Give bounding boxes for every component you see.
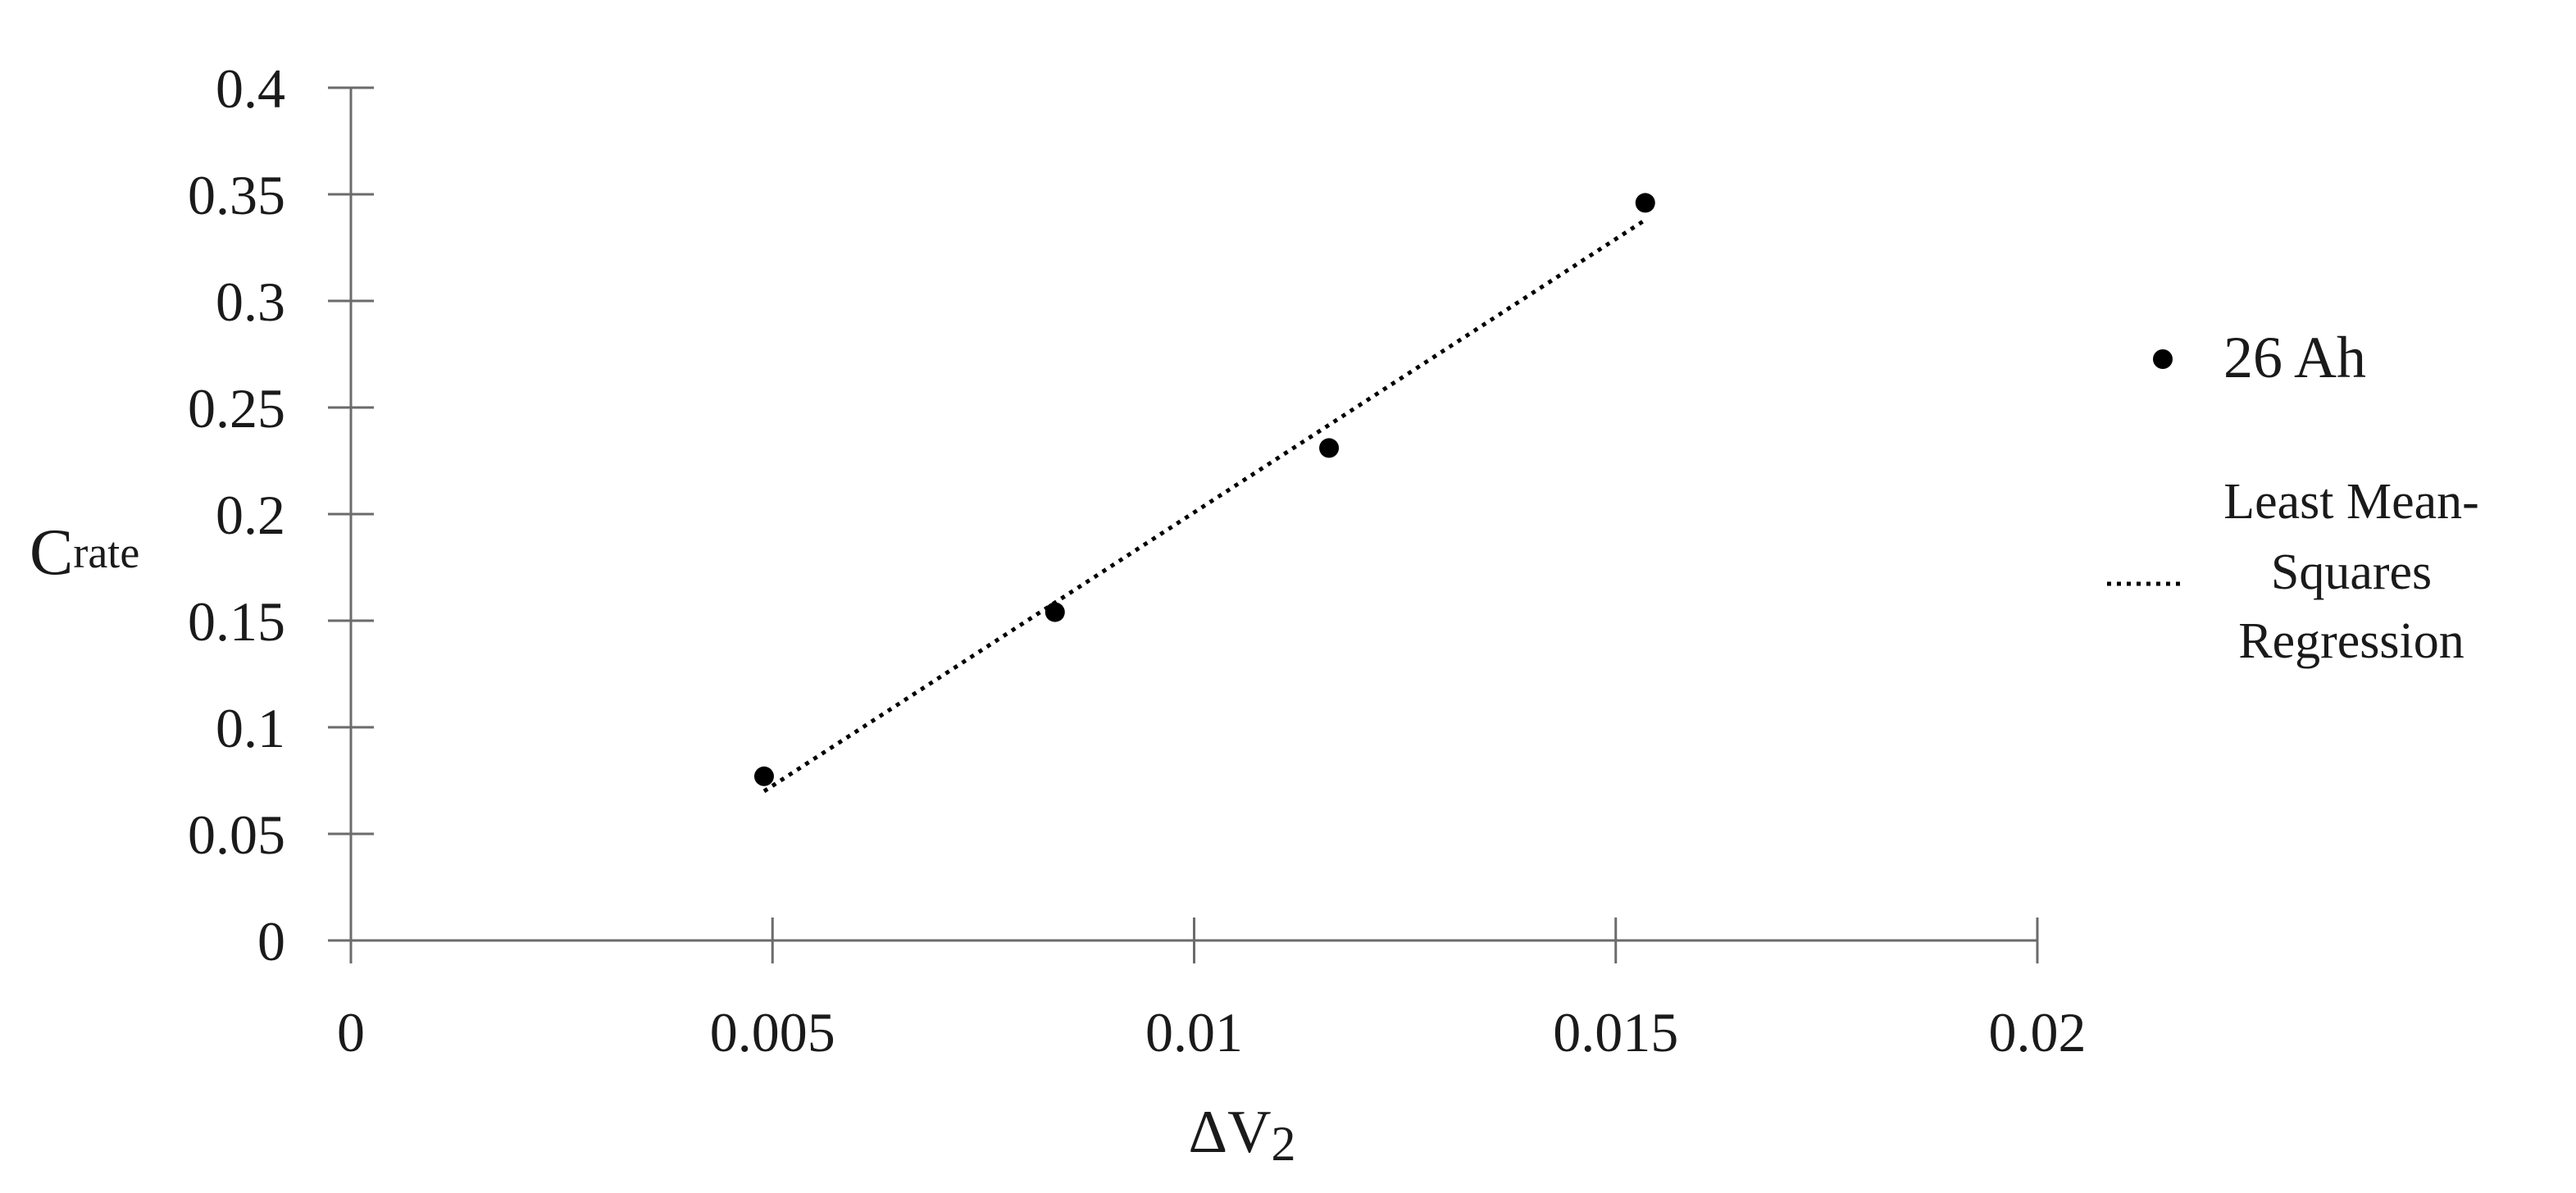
legend-label-regression-line: Least Mean-	[2223, 474, 2479, 530]
regression-line	[762, 218, 1647, 794]
y-tick-label: 0.15	[188, 590, 285, 653]
x-tick-label: 0.02	[1989, 1001, 2087, 1063]
axes	[328, 88, 2037, 944]
x-tick-label: 0.01	[1145, 1001, 1243, 1063]
legend: 26 Ah Least Mean- Squares Regression	[2107, 325, 2479, 669]
ticks: 0 0.05 0.1 0.15 0.2 0.25 0.3 0.35 0.4 0 0.005 0.01 0…	[188, 57, 2087, 1063]
plot-area	[753, 193, 1655, 794]
y-tick-label: 0.05	[188, 804, 285, 866]
y-axis-title-sub: rate	[73, 528, 139, 577]
y-tick-label: 0	[257, 910, 285, 972]
y-tick-label: 0.3	[216, 271, 285, 333]
data-point	[1319, 438, 1340, 458]
data-point	[753, 766, 774, 786]
y-axis-title-main: C	[30, 517, 73, 589]
data-point	[1045, 602, 1065, 622]
legend-label-26ah: 26 Ah	[2223, 325, 2366, 390]
legend-label-regression-line: Squares	[2271, 544, 2432, 600]
legend-marker-26ah	[2153, 349, 2173, 369]
x-tick-label: 0.005	[710, 1001, 835, 1063]
y-tick-label: 0.35	[188, 164, 285, 226]
x-tick-label: 0.015	[1553, 1001, 1678, 1063]
y-tick-label: 0.2	[216, 484, 285, 546]
x-axis-title-main: ΔV	[1188, 1099, 1271, 1166]
x-axis-title: ΔV2	[1188, 1099, 1295, 1171]
y-tick-label: 0.1	[216, 697, 285, 759]
x-tick-label: 0	[337, 1001, 365, 1063]
legend-label-regression-line: Regression	[2238, 613, 2464, 669]
data-point	[1635, 193, 1655, 213]
y-tick-label: 0.4	[216, 57, 285, 120]
y-axis-title: Crate	[30, 517, 139, 589]
x-axis-title-sub: 2	[1272, 1117, 1296, 1171]
y-tick-label: 0.25	[188, 377, 285, 439]
